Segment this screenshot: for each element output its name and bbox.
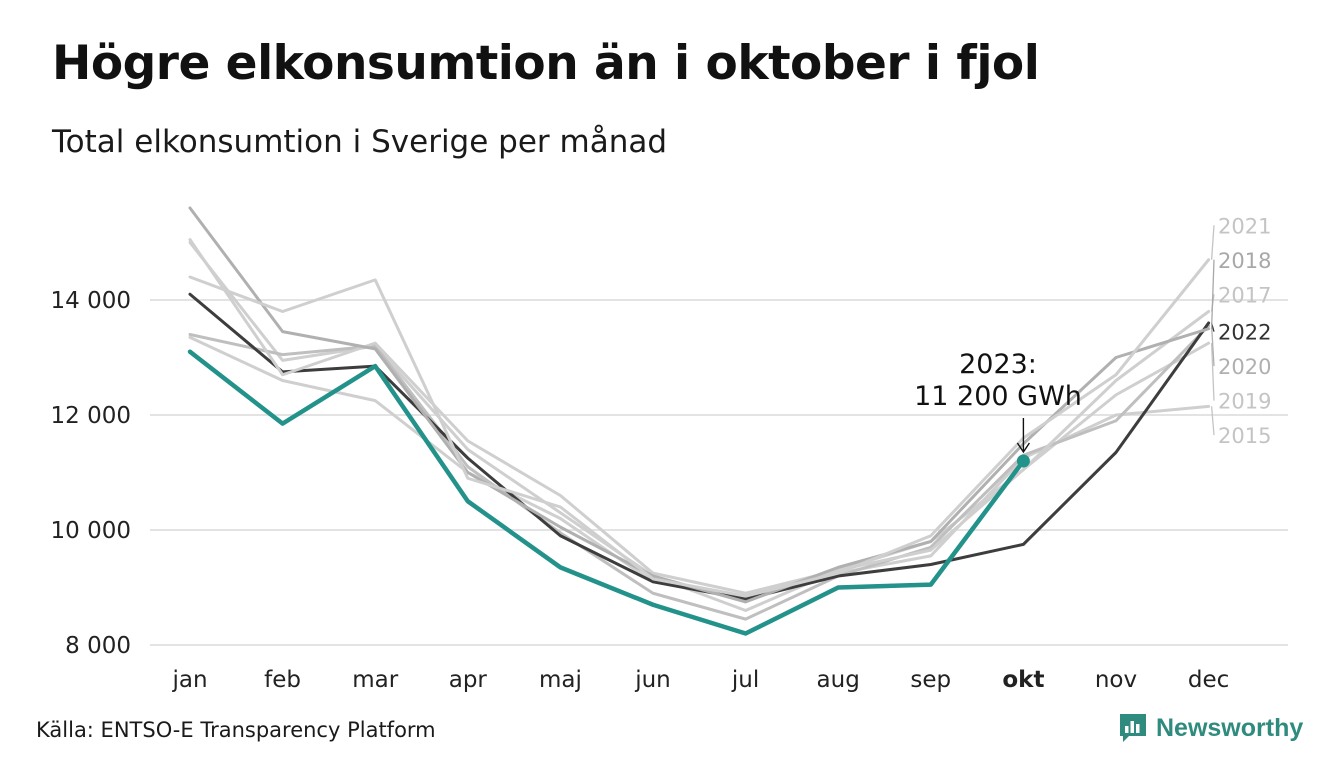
series-line-2022 xyxy=(188,292,1211,601)
y-tick-label: 8 000 xyxy=(65,633,131,659)
y-tick-label: 14 000 xyxy=(51,288,131,314)
x-tick-label: feb xyxy=(264,667,301,693)
series-label-2019: 2019 xyxy=(1218,390,1271,414)
series-line-2015 xyxy=(188,335,1211,598)
brand-name: Newsworthy xyxy=(1156,713,1304,742)
annotation-label-year: 2023: xyxy=(959,349,1037,380)
series-label-2015: 2015 xyxy=(1218,424,1271,448)
x-tick-label: sep xyxy=(910,667,951,693)
x-axis: jan feb mar apr maj jun jul aug sep okt nov dec xyxy=(171,667,1229,693)
x-tick-label: aug xyxy=(817,667,860,693)
series-label-2018: 2018 xyxy=(1218,249,1271,273)
series-label-2022: 2022 xyxy=(1218,321,1271,345)
x-tick-label: dec xyxy=(1188,667,1229,693)
x-tick-label: nov xyxy=(1095,667,1137,693)
series-label-2017: 2017 xyxy=(1218,283,1271,307)
source-note: Källa: ENTSO-E Transparency Platform xyxy=(36,718,436,742)
series-line-2023 xyxy=(187,349,1026,636)
leader-line-2019 xyxy=(1210,343,1215,401)
x-tick-label: okt xyxy=(1002,667,1044,693)
series-line-2017 xyxy=(188,238,1211,595)
x-tick-label: apr xyxy=(449,667,488,693)
chart-title: Högre elkonsumtion än i oktober i fjol xyxy=(52,36,1040,91)
annotation-label-value: 11 200 GWh xyxy=(914,381,1082,412)
x-tick-label: jan xyxy=(171,667,207,693)
annotation-arrowhead xyxy=(1016,442,1030,454)
series-line-2021 xyxy=(188,258,1211,598)
chart-speech-bubble-icon xyxy=(1120,714,1146,742)
leader-line-2020 xyxy=(1210,325,1215,367)
highlight-point xyxy=(1016,454,1030,468)
leader-line-2021 xyxy=(1210,225,1215,260)
series-label-2020: 2020 xyxy=(1218,355,1271,379)
legend-leader-lines xyxy=(1210,225,1215,436)
brand-logo: Newsworthy xyxy=(1118,712,1303,744)
x-tick-label: jul xyxy=(731,667,759,693)
y-axis: 8 000 10 000 12 000 14 000 xyxy=(51,288,131,659)
annotation: 2023:11 200 GWh xyxy=(914,349,1082,468)
y-tick-label: 12 000 xyxy=(51,403,131,429)
grid-lines xyxy=(150,299,1288,646)
series-lines xyxy=(187,206,1211,636)
x-tick-label: jun xyxy=(634,667,671,693)
leader-line-2018 xyxy=(1210,259,1215,329)
series-labels: 2015 2019 2020 2022 2017 2018 2021 xyxy=(1218,214,1271,448)
series-line-2020 xyxy=(188,324,1211,621)
y-tick-label: 10 000 xyxy=(51,518,131,544)
x-tick-label: maj xyxy=(539,667,582,693)
x-tick-label: mar xyxy=(352,667,398,693)
leader-line-2015 xyxy=(1210,406,1215,436)
series-label-2021: 2021 xyxy=(1218,214,1271,238)
chart-subtitle: Total elkonsumtion i Sverige per månad xyxy=(52,124,668,160)
series-line-2019 xyxy=(188,241,1211,612)
